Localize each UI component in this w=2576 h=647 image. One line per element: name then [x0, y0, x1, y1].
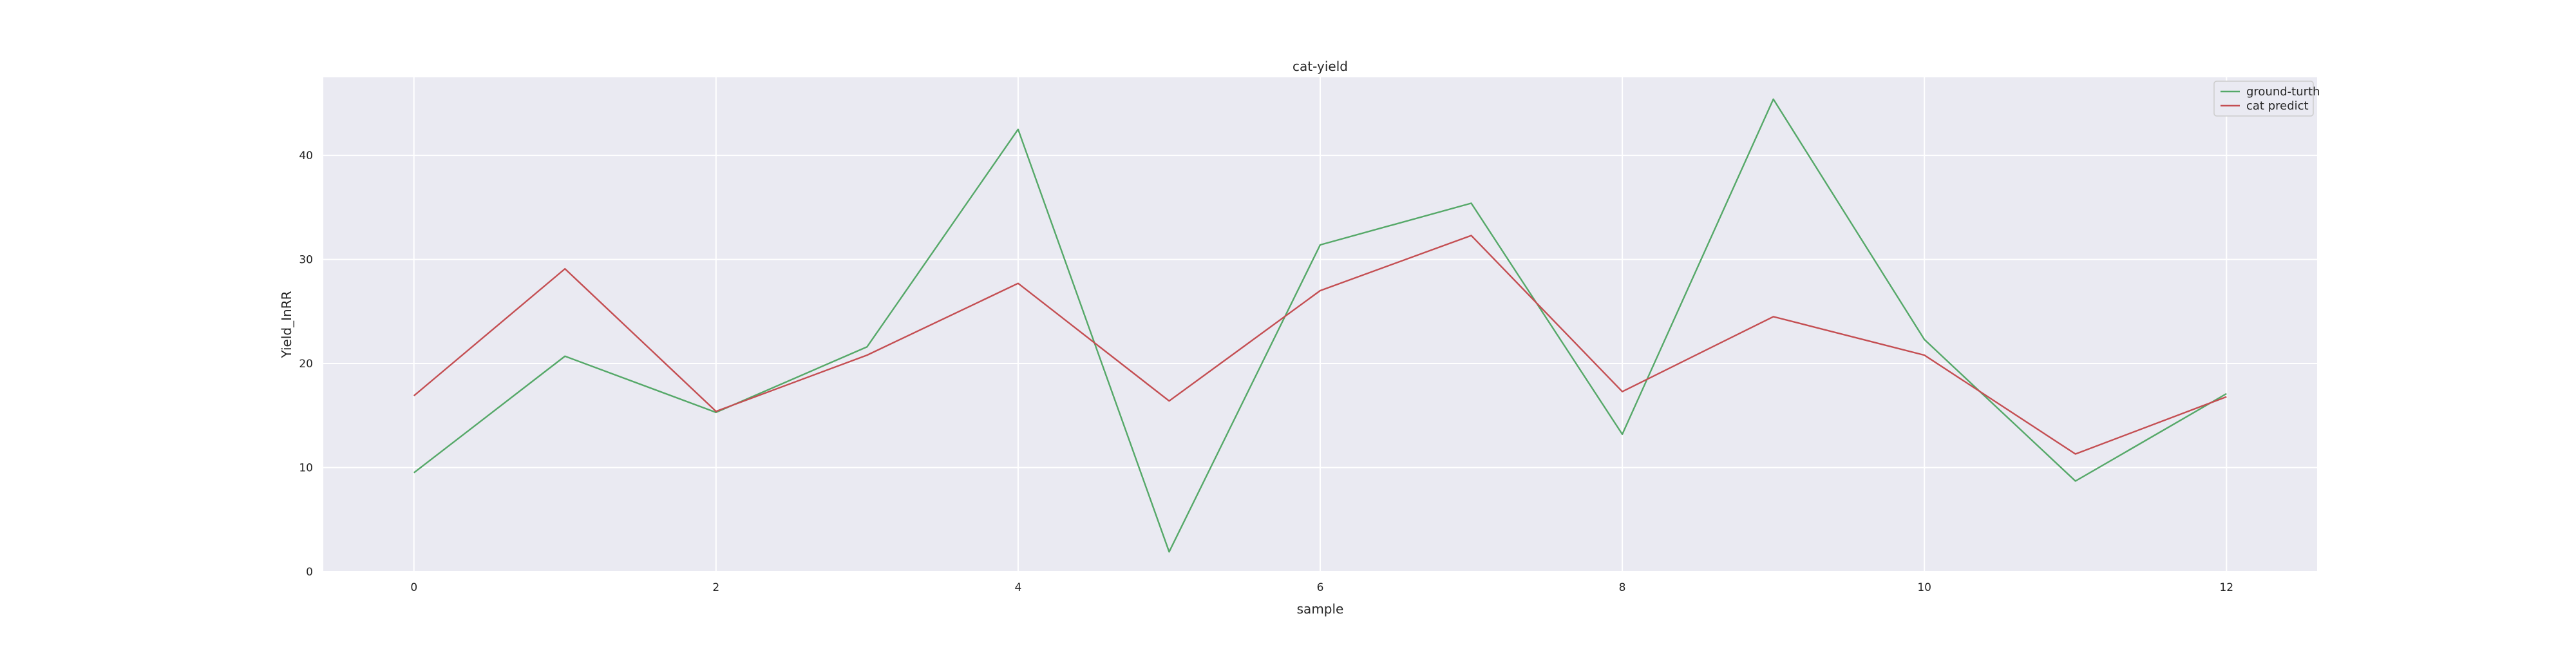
- x-tick-label: 0: [410, 581, 417, 594]
- x-tick-label: 10: [1917, 581, 1931, 594]
- y-tick-label: 10: [299, 462, 313, 475]
- x-tick-label: 12: [2219, 581, 2233, 594]
- y-axis-label: Yield_InRR: [279, 291, 294, 358]
- grid-lines: [323, 77, 2317, 572]
- x-tick-label: 4: [1014, 581, 1021, 594]
- y-tick-label: 0: [306, 566, 313, 579]
- x-tick-label: 8: [1619, 581, 1626, 594]
- series-line-1: [413, 235, 2227, 455]
- legend-box: [2213, 81, 2314, 117]
- chart-title: cat-yield: [1293, 59, 1348, 74]
- legend-label-1: cat predict: [2246, 99, 2309, 113]
- series-lines: [413, 98, 2227, 553]
- series-line-0: [413, 98, 2227, 553]
- x-tick-label: 2: [712, 581, 719, 594]
- y-axis-ticks: 0 10 20 30 40: [299, 150, 313, 579]
- y-tick-label: 30: [299, 254, 313, 267]
- y-tick-label: 20: [299, 358, 313, 371]
- x-tick-label: 6: [1317, 581, 1324, 594]
- x-axis-ticks: 0 2 4 6 8 10 12: [410, 581, 2233, 594]
- y-tick-label: 40: [299, 150, 313, 162]
- legend-label-0: ground-turth: [2246, 85, 2320, 99]
- x-axis-label: sample: [1297, 601, 1344, 617]
